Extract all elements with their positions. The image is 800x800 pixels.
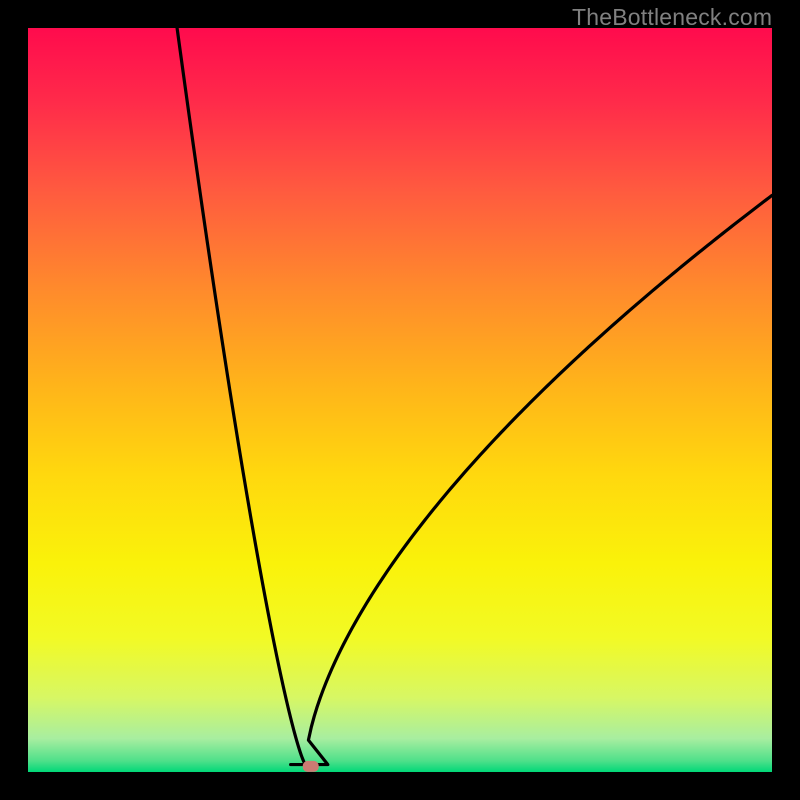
chart-svg <box>28 28 772 772</box>
chart-stage: TheBottleneck.com <box>0 0 800 800</box>
gradient-background <box>28 28 772 772</box>
minimum-marker <box>303 761 319 772</box>
plot-area <box>28 28 772 772</box>
watermark-text: TheBottleneck.com <box>572 4 772 31</box>
